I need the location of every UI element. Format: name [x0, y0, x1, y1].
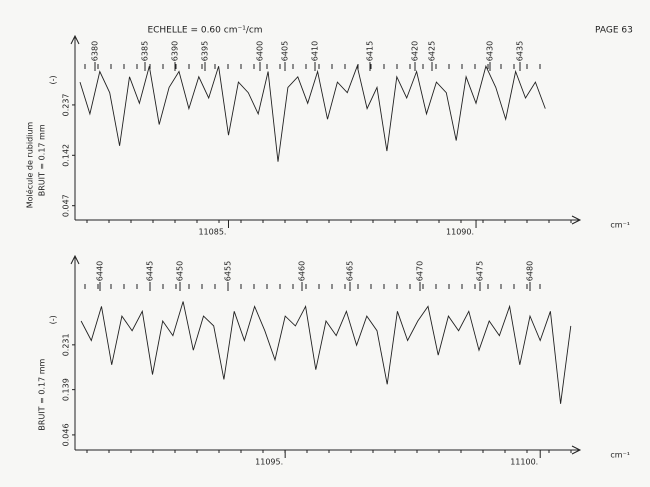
- line-label: 6395: [201, 41, 210, 61]
- line-label: 6410: [311, 41, 320, 61]
- x-tick-label: 11095.: [255, 458, 283, 467]
- noise-label: BRUIT = 0.17 mm: [38, 124, 47, 196]
- line-label: 6445: [146, 261, 155, 281]
- line-label: 6475: [476, 261, 485, 281]
- x-axis: [75, 445, 582, 455]
- line-label: 6400: [256, 41, 265, 61]
- y-tick-label: 0.046: [62, 423, 71, 446]
- y-tick-label: 0.231: [62, 333, 71, 356]
- line-label: 6435: [516, 41, 525, 61]
- x-tick-label: 11100.: [510, 458, 538, 467]
- line-label: 6465: [346, 261, 355, 281]
- line-label: 6480: [526, 261, 535, 281]
- noise-label: BRUIT = 0.17 mm: [38, 358, 47, 430]
- line-label: 6450: [176, 261, 185, 281]
- x-tick-label: 11085.: [198, 228, 226, 237]
- sign-marker: (-): [49, 75, 58, 84]
- x-axis: [75, 215, 582, 225]
- y-tick-label: 0.237: [62, 93, 71, 116]
- y-axis: [70, 254, 80, 450]
- page-number: PAGE 63: [595, 26, 633, 36]
- sign-marker: (-): [49, 315, 58, 324]
- y-tick-label: 0.139: [62, 378, 71, 401]
- y-axis: [70, 34, 80, 220]
- x-axis-label: cm⁻¹: [610, 451, 630, 460]
- y-axis-label: Molécule de rubidium: [25, 122, 35, 209]
- line-label: 6460: [298, 261, 307, 281]
- line-label: 6470: [416, 261, 425, 281]
- line-label: 6390: [171, 41, 180, 61]
- line-label: 6455: [224, 261, 233, 281]
- y-tick-label: 0.142: [62, 144, 71, 167]
- line-label: 6405: [281, 41, 290, 61]
- line-label: 6380: [91, 41, 100, 61]
- spectrum-trace: [80, 301, 572, 404]
- x-axis-label: cm⁻¹: [610, 221, 630, 230]
- line-label: 6415: [366, 41, 375, 61]
- line-label: 6430: [486, 41, 495, 61]
- line-label: 6440: [96, 261, 105, 281]
- spectrum-trace: [79, 64, 546, 162]
- line-label: 6385: [141, 41, 150, 61]
- line-label: 6425: [428, 41, 437, 61]
- scale-label: ECHELLE = 0.60 cm⁻¹/cm: [147, 26, 262, 36]
- line-label: 6420: [411, 41, 420, 61]
- y-tick-label: 0.047: [62, 194, 71, 217]
- x-tick-label: 11090.: [446, 228, 474, 237]
